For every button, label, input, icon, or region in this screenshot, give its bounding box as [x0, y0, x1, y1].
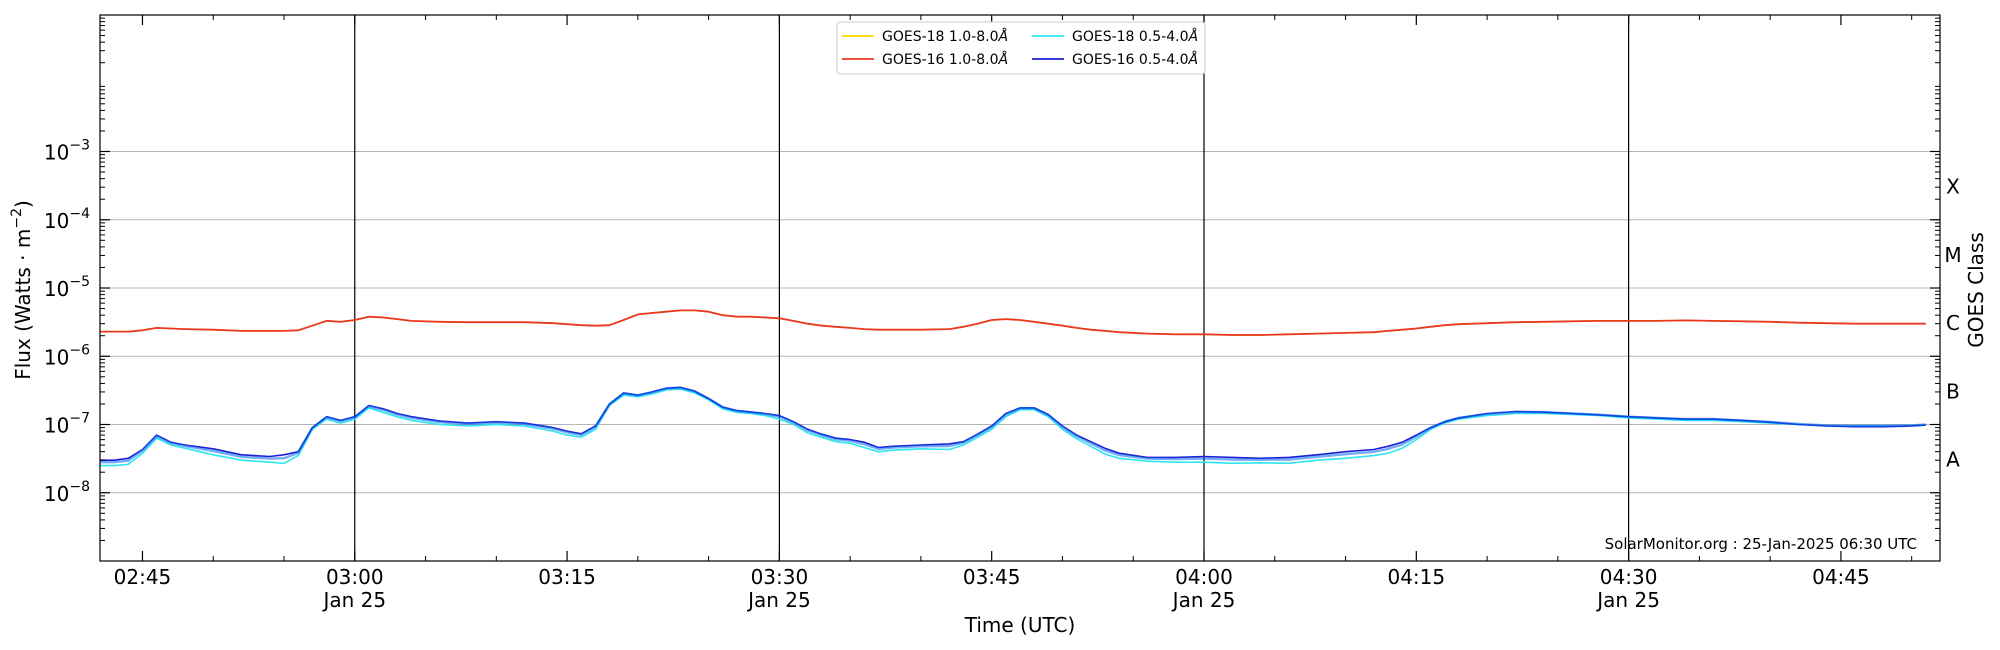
- legend-label-unit: Å: [998, 51, 1009, 68]
- x-tick-label: 04:30: [1600, 565, 1658, 589]
- legend-label: GOES-16 1.0-8.0Å: [882, 51, 1008, 68]
- x-tick-sublabel: Jan 25: [746, 588, 811, 612]
- legend-label: GOES-18 1.0-8.0Å: [882, 28, 1008, 45]
- y-tick-label: 10−3: [44, 138, 90, 165]
- grid-layer: [100, 151, 1940, 494]
- y-tick-label: 10−6: [44, 342, 90, 369]
- y-tick-label-base: 10: [44, 277, 69, 301]
- x-tick-sublabel: Jan 25: [1595, 588, 1660, 612]
- y-tick-label-exponent: −4: [69, 206, 90, 222]
- x-tick-label: 03:30: [751, 565, 809, 589]
- y-tick-label: 10−8: [44, 479, 90, 506]
- legend-label-name: GOES-18 0.5-4.0: [1072, 29, 1189, 45]
- x-tick-label: 04:00: [1175, 565, 1233, 589]
- x-tick-label: 02:45: [114, 565, 172, 589]
- legend-label-name: GOES-18 1.0-8.0: [882, 29, 999, 45]
- tick-layer: [100, 15, 1940, 561]
- x-tick-sublabel: Jan 25: [321, 588, 386, 612]
- y-axis-title-close: ): [11, 200, 35, 208]
- legend-label-unit: Å: [1188, 51, 1199, 68]
- y-tick-label-exponent: −5: [69, 274, 90, 290]
- y-tick-label-base: 10: [44, 345, 69, 369]
- legend-label-unit: Å: [998, 28, 1009, 45]
- y-tick-label: 10−4: [44, 206, 90, 233]
- legend-label-name: GOES-16 1.0-8.0: [882, 52, 999, 68]
- series-line: [100, 388, 1926, 467]
- x-tick-sublabel: Jan 25: [1171, 588, 1236, 612]
- x-tick-label: 03:15: [538, 565, 596, 589]
- x-tick-label: 03:00: [326, 565, 384, 589]
- x-tick-label: 03:45: [963, 565, 1021, 589]
- goes-class-label: B: [1946, 379, 1960, 403]
- goes-class-labels: A B C M X: [1944, 175, 1961, 472]
- y-tick-label-exponent: −6: [69, 342, 90, 358]
- day-boundary-lines: [354, 15, 1630, 561]
- y-tick-label-base: 10: [44, 209, 69, 233]
- legend-label-unit: Å: [1188, 28, 1199, 45]
- y-tick-label-exponent: −7: [69, 411, 90, 427]
- goes-class-label: M: [1944, 243, 1961, 267]
- y-tick-label-base: 10: [44, 482, 69, 506]
- y-axis-title-main: Flux (Watts · m: [11, 229, 35, 380]
- y-tick-label: 10−5: [44, 274, 90, 301]
- series-line: [100, 309, 1926, 336]
- legend-label-name: GOES-16 0.5-4.0: [1072, 52, 1189, 68]
- goes-class-label: A: [1946, 448, 1960, 472]
- series-overlap-line: [100, 386, 1926, 464]
- credit-text: SolarMonitor.org : 25-Jan-2025 06:30 UTC: [1605, 535, 1917, 553]
- goes-class-label: X: [1946, 175, 1960, 199]
- x-tick-label: 04:15: [1387, 565, 1445, 589]
- y-axis-title-sup: −2: [9, 208, 25, 229]
- series-layer: [100, 309, 1926, 467]
- x-axis-title: Time (UTC): [964, 613, 1076, 637]
- y-tick-labels: 10−810−710−610−510−410−3: [44, 138, 90, 506]
- y-tick-label-exponent: −3: [69, 138, 90, 154]
- y-tick-label-base: 10: [44, 141, 69, 165]
- legend-box: [836, 21, 1206, 75]
- y-axis-title: Flux (Watts · m−2): [9, 200, 35, 380]
- legend-label: GOES-18 0.5-4.0Å: [1072, 28, 1198, 45]
- legend-label: GOES-16 0.5-4.0Å: [1072, 51, 1198, 68]
- y-tick-label-exponent: −8: [69, 479, 90, 495]
- right-axis-title: GOES Class: [1964, 232, 1988, 348]
- x-tick-label: 04:45: [1812, 565, 1870, 589]
- y-tick-label-base: 10: [44, 414, 69, 438]
- series-line: [100, 386, 1926, 461]
- goes-class-label: C: [1946, 311, 1960, 335]
- y-tick-label: 10−7: [44, 411, 90, 438]
- series-line: [100, 309, 1926, 336]
